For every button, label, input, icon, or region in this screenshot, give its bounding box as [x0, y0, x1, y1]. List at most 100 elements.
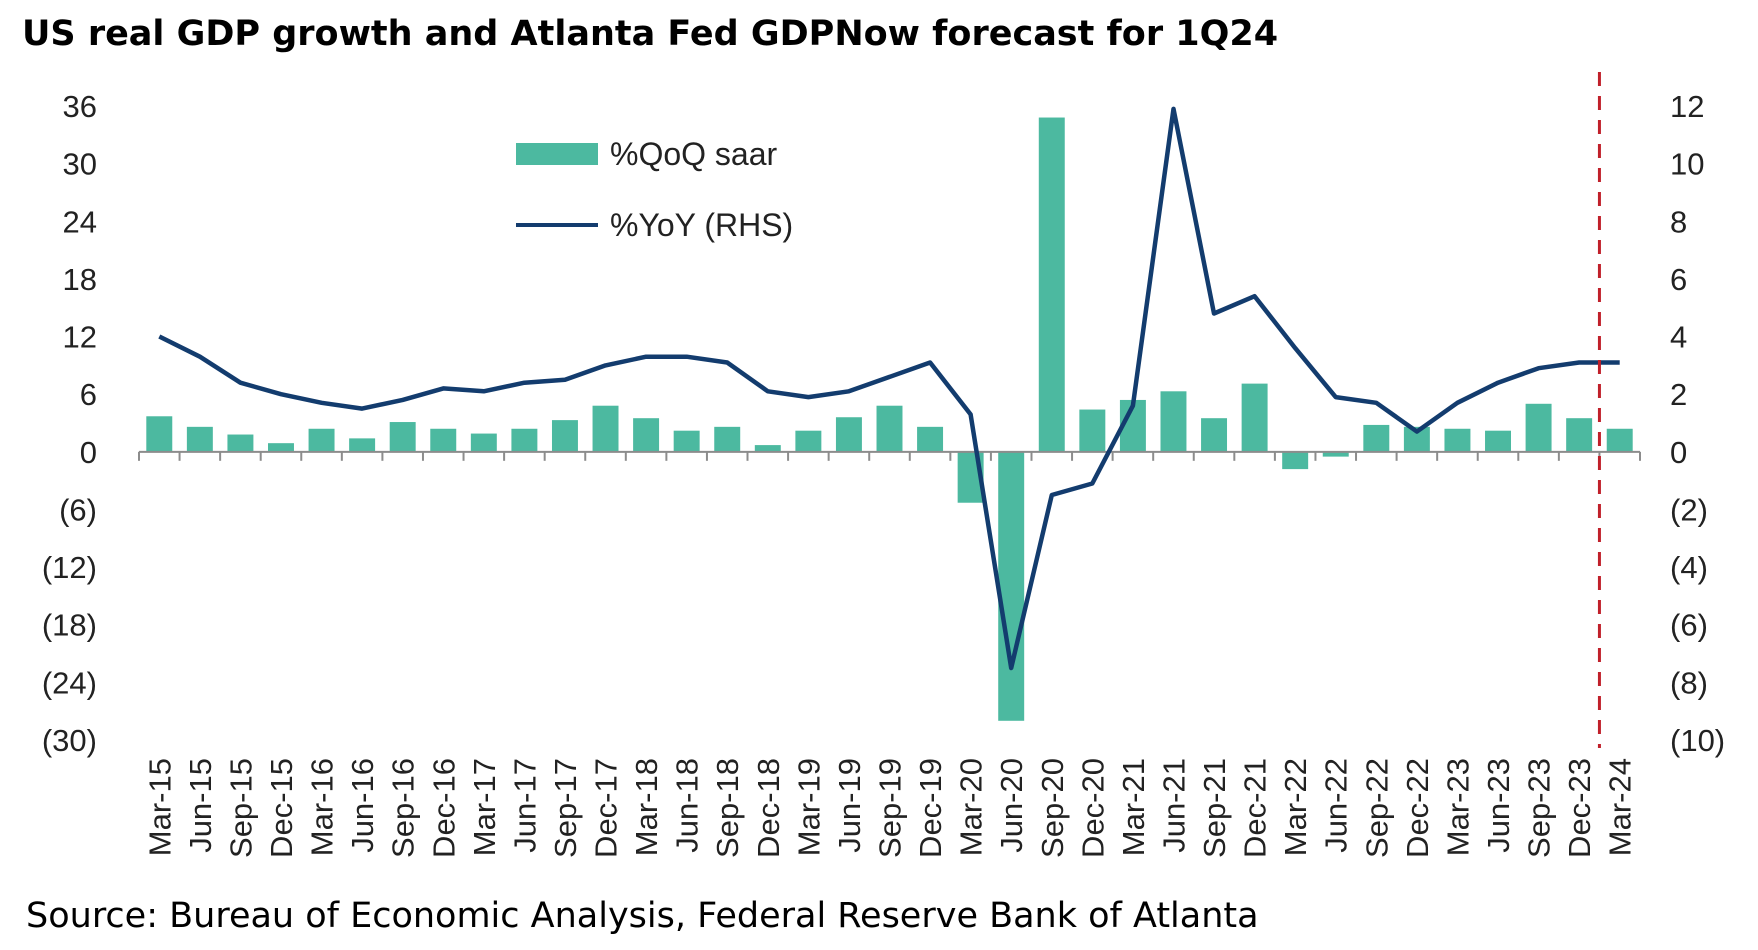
- x-tick-label: Jun-20: [994, 758, 1029, 853]
- x-axis-ticks: Mar-15 Jun-15 Sep-15 Dec-15 Mar-16 Jun-16 Sep-…: [142, 758, 1637, 858]
- left-axis-ticks: 36 30 24 18 12 6 0 (6) (12) (18) (24) (30): [42, 89, 97, 758]
- x-tick-label: Mar-15: [142, 758, 177, 856]
- right-axis-ticks: 12 10 8 6 4 2 0 (2) (4) (6) (8) (10): [1670, 89, 1725, 758]
- bar-sep-22: [1363, 424, 1390, 452]
- right-tick-label: 12: [1670, 89, 1704, 124]
- bar-mar-17: [470, 433, 497, 452]
- x-tick-label: Mar-17: [467, 758, 502, 856]
- x-tick-label: Sep-19: [873, 758, 908, 858]
- x-tick-label: Mar-22: [1278, 758, 1313, 856]
- bar-mar-18: [633, 418, 660, 452]
- x-tick-label: Dec-16: [426, 758, 461, 858]
- x-tick-label: Sep-16: [386, 758, 421, 858]
- x-tick-label: Dec-21: [1238, 758, 1273, 858]
- right-tick-label: 0: [1670, 435, 1687, 470]
- x-tick-label: Dec-23: [1562, 758, 1597, 858]
- x-tick-label: Mar-21: [1116, 758, 1151, 856]
- bar-series: [146, 117, 1633, 721]
- x-tick-label: Sep-18: [710, 758, 745, 858]
- right-tick-label: (8): [1670, 665, 1708, 700]
- x-tick-label: Jun-19: [832, 758, 867, 853]
- left-tick-label: 12: [63, 320, 97, 355]
- x-tick-label: Dec-17: [589, 758, 624, 858]
- x-tick-label: Dec-15: [264, 758, 299, 858]
- right-tick-label: 2: [1670, 377, 1687, 412]
- x-tick-label: Jun-22: [1319, 758, 1354, 853]
- bar-dec-18: [754, 445, 781, 452]
- bar-dec-15: [268, 443, 294, 452]
- left-tick-label: (24): [42, 665, 97, 700]
- right-tick-label: (10): [1670, 723, 1725, 758]
- left-tick-label: 30: [63, 147, 97, 182]
- x-tick-label: Mar-19: [791, 758, 826, 856]
- right-tick-label: 6: [1670, 262, 1687, 297]
- bar-jun-15: [186, 426, 213, 452]
- right-tick-label: (6): [1670, 608, 1708, 643]
- bar-mar-24: [1606, 428, 1633, 452]
- x-tick-label: Dec-20: [1075, 758, 1110, 858]
- x-tick-label: Sep-21: [1197, 758, 1232, 858]
- x-tick-label: Mar-20: [954, 758, 989, 856]
- bar-jun-18: [673, 430, 700, 452]
- x-tick-label: Mar-23: [1440, 758, 1475, 856]
- bar-dec-23: [1566, 418, 1593, 452]
- gdp-chart: 36 30 24 18 12 6 0 (6) (12) (18) (24) (30) 12 10 8 6 4 2…: [42, 72, 1725, 858]
- x-tick-label: Sep-23: [1522, 758, 1557, 858]
- bar-sep-23: [1525, 403, 1552, 452]
- source-note: Source: Bureau of Economic Analysis, Fed…: [26, 896, 1259, 936]
- bar-sep-21: [1201, 418, 1228, 452]
- x-tick-label: Mar-18: [629, 758, 664, 856]
- bar-sep-17: [551, 420, 578, 452]
- x-tick-label: Dec-19: [913, 758, 948, 858]
- legend-bar-swatch: [516, 143, 598, 165]
- line-series: [158, 106, 1620, 671]
- bar-mar-15: [146, 416, 173, 452]
- x-axis: [138, 450, 1641, 461]
- bar-jun-16: [349, 438, 376, 452]
- x-tick-label: Sep-17: [548, 758, 583, 858]
- x-tick-label: Jun-18: [670, 758, 705, 853]
- yoy-line: [158, 106, 1620, 671]
- x-tick-label: Jun-16: [345, 758, 380, 853]
- left-tick-label: (18): [42, 608, 97, 643]
- left-tick-label: (6): [59, 492, 97, 527]
- x-tick-label: Jun-23: [1481, 758, 1516, 853]
- left-tick-label: 0: [80, 435, 97, 470]
- bar-dec-20: [1079, 409, 1106, 452]
- bar-jun-19: [835, 417, 862, 452]
- bar-dec-21: [1241, 383, 1268, 452]
- x-tick-label: Jun-15: [183, 758, 218, 853]
- x-tick-label: Dec-18: [751, 758, 786, 858]
- left-tick-label: 6: [80, 377, 97, 412]
- right-tick-label: (2): [1670, 492, 1708, 527]
- x-tick-label: Mar-24: [1603, 758, 1638, 856]
- x-tick-label: Sep-15: [223, 758, 258, 858]
- bar-sep-16: [389, 422, 416, 452]
- bar-dec-19: [917, 426, 944, 452]
- bar-sep-18: [714, 426, 741, 452]
- right-tick-label: 4: [1670, 320, 1687, 355]
- bar-mar-22: [1282, 451, 1309, 470]
- chart-title: US real GDP growth and Atlanta Fed GDPNo…: [22, 14, 1279, 54]
- bar-jun-21: [1160, 391, 1187, 452]
- bar-sep-19: [876, 405, 903, 452]
- bar-sep-20: [1038, 117, 1065, 452]
- legend: %QoQ saar %YoY (RHS): [516, 136, 793, 243]
- bar-mar-23: [1444, 428, 1471, 452]
- bar-jun-22: [1322, 451, 1349, 457]
- bar-sep-15: [227, 434, 254, 452]
- bar-jun-17: [511, 428, 538, 452]
- x-tick-label: Sep-20: [1035, 758, 1070, 858]
- left-tick-label: 36: [63, 89, 97, 124]
- left-tick-label: (30): [42, 723, 97, 758]
- bar-dec-16: [430, 428, 457, 452]
- bar-dec-17: [592, 405, 619, 452]
- left-tick-label: 24: [63, 204, 97, 239]
- right-tick-label: 8: [1670, 204, 1687, 239]
- x-tick-label: Jun-21: [1156, 758, 1191, 853]
- legend-bar-label: %QoQ saar: [610, 136, 778, 172]
- bar-mar-16: [308, 428, 335, 452]
- left-tick-label: (12): [42, 550, 97, 585]
- right-tick-label: (4): [1670, 550, 1708, 585]
- x-tick-label: Sep-22: [1359, 758, 1394, 858]
